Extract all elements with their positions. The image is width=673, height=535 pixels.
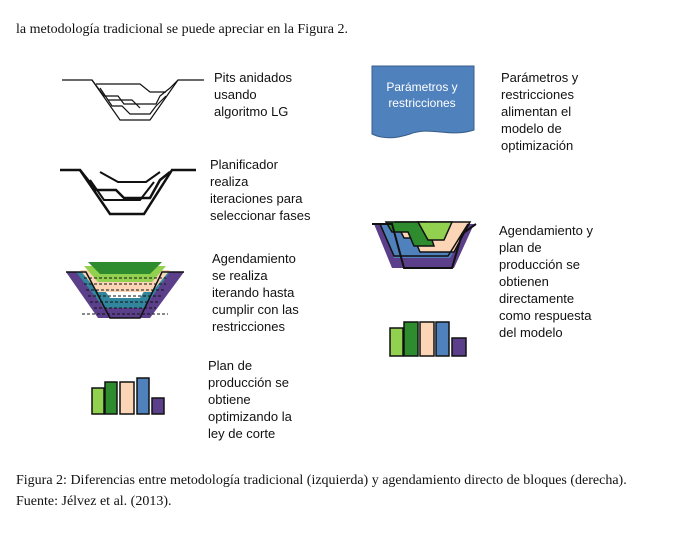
label-line: producción se xyxy=(499,257,580,272)
production-bars-left-icon xyxy=(91,377,165,415)
label-line: algoritmo LG xyxy=(214,104,289,119)
planner-label: Planificador realiza iteraciones para se… xyxy=(210,156,310,224)
parameters-document-shape xyxy=(371,65,475,139)
label-line: se realiza xyxy=(212,268,268,283)
label-line: obtiene xyxy=(208,392,251,407)
label-line: obtienen xyxy=(499,274,549,289)
doc-line: Parámetros y xyxy=(386,80,458,94)
nested-pits-icon xyxy=(62,79,204,121)
label-line: Pits anidados xyxy=(214,70,293,85)
label-line: optimización xyxy=(501,138,574,153)
label-line: seleccionar fases xyxy=(210,208,311,223)
label-line: producción se xyxy=(208,375,289,390)
label-line: usando xyxy=(214,87,257,102)
label-line: cumplir con las xyxy=(212,302,299,317)
label-line: directamente xyxy=(499,291,575,306)
planner-phases-icon xyxy=(60,168,196,216)
label-line: iterando hasta xyxy=(212,285,295,300)
label-line: Parámetros y xyxy=(501,70,579,85)
label-line: modelo de xyxy=(501,121,562,136)
label-line: ley de corte xyxy=(208,426,276,441)
production-bars-right-icon xyxy=(389,321,467,357)
label-line: Agendamiento xyxy=(212,251,296,266)
label-line: restricciones xyxy=(212,319,285,334)
intro-text: la metodología tradicional se puede apre… xyxy=(16,22,348,37)
doc-line: restricciones xyxy=(388,96,456,110)
label-line: alimentan el xyxy=(501,104,572,119)
label-line: Plan de xyxy=(208,358,253,373)
label-line: Agendamiento y xyxy=(499,223,593,238)
label-line: iteraciones para xyxy=(210,191,303,206)
label-line: Planificador xyxy=(210,157,278,172)
figure-caption: Figura 2: Diferencias entre metodología … xyxy=(16,473,627,509)
scheduling-label: Agendamiento se realiza iterando hasta c… xyxy=(212,250,299,335)
label-line: como respuesta xyxy=(499,308,592,323)
direct-scheduling-pit-icon xyxy=(372,221,477,269)
label-line: plan de xyxy=(499,240,542,255)
production-label: Plan de producción se obtiene optimizand… xyxy=(208,357,292,442)
label-line: realiza xyxy=(210,174,249,189)
label-line: del modelo xyxy=(499,325,563,340)
scheduling-layers-icon xyxy=(66,262,184,319)
document-shape-text: Parámetros y restricciones xyxy=(374,79,470,111)
label-line: optimizando la xyxy=(208,409,292,424)
label-line: restricciones xyxy=(501,87,574,102)
parameters-label: Parámetros y restricciones alimentan el … xyxy=(501,69,578,154)
pits-label: Pits anidados usando algoritmo LG xyxy=(214,69,292,120)
direct-scheduling-label: Agendamiento y plan de producción se obt… xyxy=(499,222,593,341)
